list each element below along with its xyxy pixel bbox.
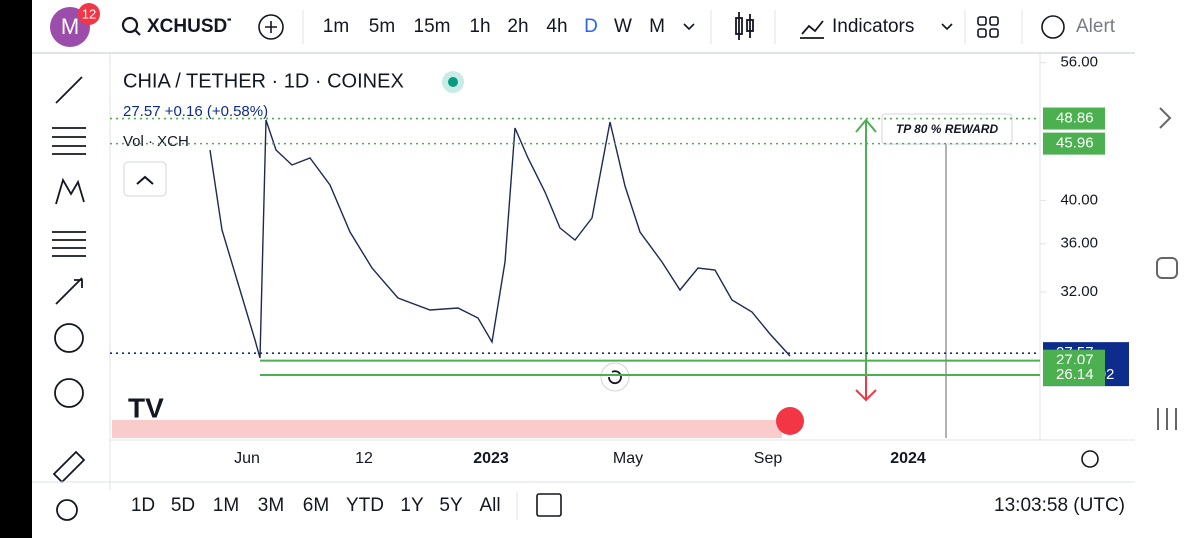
price-label-box bbox=[1043, 363, 1105, 386]
favorites-tool[interactable] bbox=[54, 323, 84, 353]
price-label-box bbox=[1043, 132, 1105, 155]
badge bbox=[78, 3, 100, 25]
price-label: 26.14 bbox=[1056, 366, 1094, 383]
price-label: 48.86 bbox=[1056, 109, 1094, 126]
price-tick-label: 56.00 bbox=[1060, 54, 1098, 71]
interval[interactable]: 1h bbox=[469, 16, 490, 37]
range-button[interactable]: 5Y bbox=[439, 495, 463, 516]
search-icon[interactable] bbox=[121, 16, 139, 34]
target-arrow bbox=[855, 118, 877, 375]
market-status-dot bbox=[448, 77, 458, 87]
range-button[interactable]: 1M bbox=[213, 495, 239, 516]
price-tick-label: 40.00 bbox=[1060, 192, 1098, 209]
legend-volume: Vol · XCH bbox=[123, 133, 189, 150]
time-label: 2023 bbox=[473, 450, 509, 467]
search-icon-handle bbox=[134, 29, 141, 36]
indicators-menu[interactable] bbox=[941, 23, 953, 31]
badge-count: 12 bbox=[82, 6, 96, 21]
time-label: Jun bbox=[234, 450, 260, 467]
interval[interactable]: 15m bbox=[414, 16, 451, 37]
annotation-box bbox=[881, 113, 1013, 145]
interval[interactable]: M bbox=[649, 16, 665, 37]
date-range-icon[interactable] bbox=[536, 493, 562, 517]
price-label-box bbox=[1043, 107, 1105, 130]
collapse-legend[interactable] bbox=[123, 161, 167, 197]
add-symbol-plus bbox=[265, 21, 277, 33]
interval-menu[interactable] bbox=[683, 23, 695, 31]
recents-button[interactable] bbox=[1157, 408, 1177, 430]
layout-icon[interactable] bbox=[977, 16, 999, 38]
chart-type-icon[interactable] bbox=[735, 12, 754, 40]
time-label: Sep bbox=[754, 450, 783, 467]
symbol[interactable]: XCHUSDT bbox=[147, 16, 239, 37]
reset-icon bbox=[608, 370, 622, 385]
avatar-letter: M bbox=[61, 14, 79, 39]
interval[interactable]: 4h bbox=[546, 16, 567, 37]
alert-icon[interactable] bbox=[1041, 15, 1065, 39]
phone-side bbox=[1135, 0, 1200, 538]
settings-icon[interactable] bbox=[1081, 450, 1099, 468]
fib-tool[interactable] bbox=[52, 127, 86, 155]
time-label: 12 bbox=[355, 450, 373, 467]
stop-arrow bbox=[855, 375, 877, 402]
time-label: May bbox=[613, 450, 643, 467]
trend-line-tool[interactable] bbox=[55, 76, 83, 104]
reset-button[interactable] bbox=[600, 362, 630, 392]
phone-edge bbox=[0, 0, 32, 538]
interval[interactable]: 2h bbox=[507, 16, 528, 37]
alert[interactable]: Alert bbox=[1076, 16, 1116, 37]
range-button[interactable]: 3M bbox=[258, 495, 284, 516]
tv-logo: TV bbox=[128, 392, 164, 423]
range-button[interactable]: YTD bbox=[346, 495, 384, 516]
interval[interactable]: 1m bbox=[323, 16, 349, 37]
time-label: 2024 bbox=[890, 450, 926, 467]
volume-bars bbox=[112, 420, 782, 438]
interval[interactable]: W bbox=[614, 16, 632, 37]
price-tick-label: 36.00 bbox=[1060, 235, 1098, 252]
home-button[interactable] bbox=[1156, 257, 1178, 279]
legend-title: CHIA / TETHER · 1D · COINEX bbox=[123, 70, 404, 92]
collapse-icon bbox=[136, 175, 154, 185]
interval[interactable]: 5m bbox=[369, 16, 395, 37]
measure-tool[interactable] bbox=[52, 450, 86, 484]
indicators-icon[interactable] bbox=[800, 20, 824, 39]
emoji-tool[interactable] bbox=[54, 378, 84, 408]
annotation: TP 80 % REWARD bbox=[896, 122, 999, 136]
brush-tool[interactable] bbox=[55, 277, 83, 305]
range-button[interactable]: All bbox=[479, 495, 500, 516]
projection-tool[interactable] bbox=[52, 231, 86, 257]
side-arrow[interactable] bbox=[1159, 107, 1172, 129]
price-tick-label: 32.00 bbox=[1060, 283, 1098, 300]
price-path bbox=[209, 119, 791, 359]
indicators[interactable]: Indicators bbox=[832, 16, 914, 37]
range-button[interactable]: 6M bbox=[303, 495, 329, 516]
price-label: 45.96 bbox=[1056, 135, 1094, 152]
interval[interactable]: D bbox=[584, 16, 598, 37]
legend-quote: 27.57 +0.16 (+0.58%) bbox=[123, 103, 268, 120]
drawing-tools bbox=[52, 76, 86, 521]
range-button[interactable]: 5D bbox=[171, 495, 195, 516]
pattern-tool[interactable] bbox=[55, 177, 85, 205]
clock[interactable]: 13:03:58 (UTC) bbox=[994, 495, 1125, 516]
range-button[interactable]: 1D bbox=[131, 495, 155, 516]
flag-icon bbox=[776, 407, 804, 435]
range-button[interactable]: 1Y bbox=[400, 495, 424, 516]
zoom-tool[interactable] bbox=[56, 499, 78, 521]
add-symbol[interactable] bbox=[258, 14, 284, 40]
